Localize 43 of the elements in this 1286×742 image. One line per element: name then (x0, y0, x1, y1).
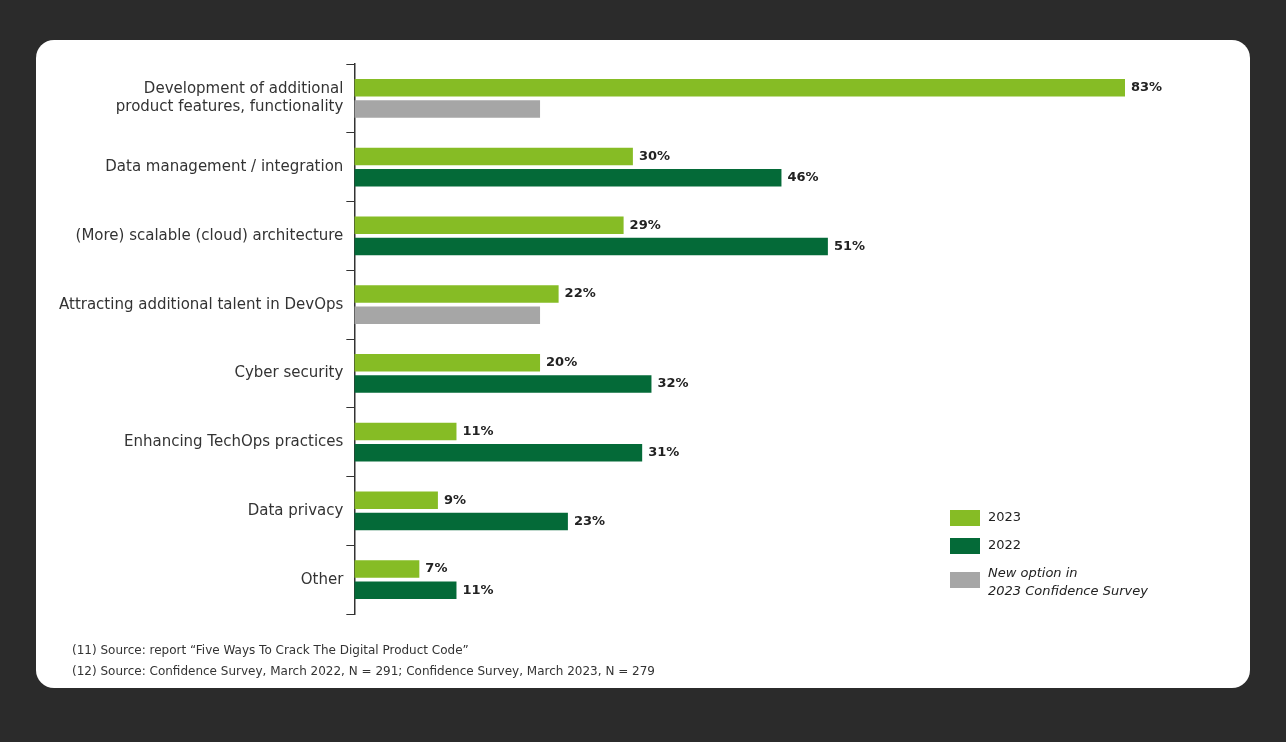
bar (354, 216, 624, 234)
bar (354, 422, 457, 441)
data-label: 11% (462, 581, 494, 597)
bar (354, 444, 643, 462)
data-label: 11% (462, 422, 494, 438)
bar (354, 147, 633, 166)
bar (354, 285, 559, 303)
bar (354, 491, 438, 509)
bar (354, 100, 541, 118)
data-label: 83% (1131, 79, 1163, 95)
text: (11) Source: report “Five Ways To Crack The Digital Product Code” (72, 642, 470, 659)
data-label: 46% (787, 169, 819, 185)
bar (354, 169, 782, 187)
bar (354, 375, 652, 393)
data-label: 23% (573, 512, 606, 528)
y-tick-label: Other (300, 569, 345, 588)
data-label: 31% (648, 444, 680, 460)
y-tick-label: (More) scalable (cloud) architecture (75, 225, 344, 244)
bar (354, 306, 541, 325)
bar (354, 512, 568, 531)
y-tick-label: Cyber security (234, 363, 344, 382)
data-label: 51% (833, 237, 866, 253)
data-label: 22% (564, 285, 596, 301)
y-tick-label: Development of additional product features, functionality (115, 79, 344, 116)
data-label: 9% (443, 491, 466, 507)
text: (12) Source: Confidence Survey, March 2022, N = 291; Confidence Survey, March 2023, N = 279 (72, 663, 655, 680)
y-tick-label: Enhancing TechOps practices (123, 432, 344, 451)
data-label: 20% (546, 354, 578, 370)
bar (354, 560, 420, 578)
data-label: 30% (638, 147, 671, 163)
y-tick-label: Attracting additional talent in DevOps (59, 294, 344, 313)
legend-label: 2022 (988, 537, 1022, 553)
legend-label: New option in 2023 Confidence Survey (988, 565, 1149, 599)
bar (354, 581, 457, 600)
data-label: 32% (657, 375, 689, 391)
bar (354, 237, 828, 256)
data-label: 7% (425, 560, 448, 576)
legend-label: 2023 (988, 509, 1022, 525)
bar (354, 78, 1125, 97)
data-label: 29% (629, 216, 661, 232)
bar (354, 353, 541, 372)
y-tick-label: Data privacy (247, 500, 344, 519)
y-tick-label: Data management / integration (105, 157, 344, 176)
